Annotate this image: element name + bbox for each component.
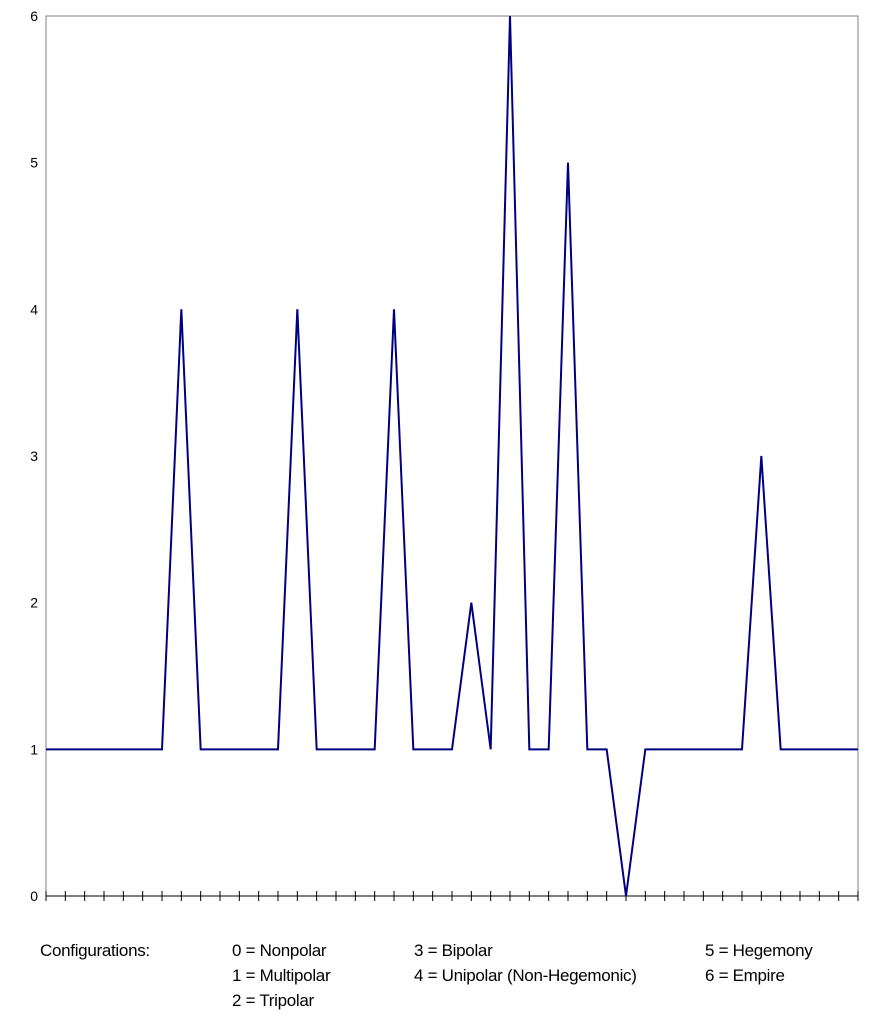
data-point	[122, 748, 124, 750]
y-tick-label: 5	[30, 155, 38, 171]
data-point	[548, 748, 550, 750]
data-point	[277, 748, 279, 750]
data-point	[702, 748, 704, 750]
data-point	[586, 748, 588, 750]
y-tick-label: 2	[30, 595, 38, 611]
data-point	[528, 748, 530, 750]
data-point	[354, 748, 356, 750]
data-point	[45, 748, 47, 750]
data-point	[722, 748, 724, 750]
data-point	[760, 455, 762, 457]
data-point	[857, 748, 859, 750]
line-chart: 0 1 2 3 4 5 6	[30, 8, 859, 904]
data-point	[432, 748, 434, 750]
data-point	[412, 748, 414, 750]
data-point	[296, 308, 298, 310]
legend-item-bipolar: 3 = Bipolar	[414, 941, 493, 960]
legend-item-nonpolar: 0 = Nonpolar	[232, 941, 327, 960]
data-point	[451, 748, 453, 750]
legend-item-empire: 6 = Empire	[705, 966, 785, 985]
y-tick-label: 6	[30, 8, 38, 24]
data-point	[258, 748, 260, 750]
data-point	[200, 748, 202, 750]
data-point	[335, 748, 337, 750]
y-tick-label: 0	[30, 888, 38, 904]
data-point	[490, 748, 492, 750]
data-point	[470, 602, 472, 604]
data-point	[606, 748, 608, 750]
data-point	[780, 748, 782, 750]
legend-item-multipolar: 1 = Multipolar	[232, 966, 331, 985]
data-point	[142, 748, 144, 750]
series-line	[46, 15, 858, 897]
data-point	[664, 748, 666, 750]
legend: Configurations: 0 = Nonpolar 1 = Multipo…	[0, 932, 871, 1016]
data-point	[567, 162, 569, 164]
data-point	[316, 748, 318, 750]
data-point	[683, 748, 685, 750]
data-point	[238, 748, 240, 750]
data-point	[799, 748, 801, 750]
y-tick-label: 1	[30, 741, 38, 757]
data-point	[625, 895, 627, 897]
data-point	[180, 308, 182, 310]
data-point	[644, 748, 646, 750]
data-point	[84, 748, 86, 750]
data-point	[219, 748, 221, 750]
legend-item-tripolar: 2 = Tripolar	[232, 991, 314, 1010]
legend-item-unipolar: 4 = Unipolar (Non-Hegemonic)	[414, 966, 637, 985]
data-point	[374, 748, 376, 750]
data-point	[818, 748, 820, 750]
plot-frame	[45, 15, 859, 897]
data-point	[838, 748, 840, 750]
y-tick-label: 3	[30, 448, 38, 464]
data-point	[64, 748, 66, 750]
y-tick-label: 4	[30, 301, 38, 317]
legend-heading: Configurations:	[40, 941, 150, 960]
legend-item-hegemony: 5 = Hegemony	[705, 941, 813, 960]
data-point	[161, 748, 163, 750]
data-point	[741, 748, 743, 750]
data-point	[103, 748, 105, 750]
data-point	[509, 15, 511, 17]
data-point	[393, 308, 395, 310]
